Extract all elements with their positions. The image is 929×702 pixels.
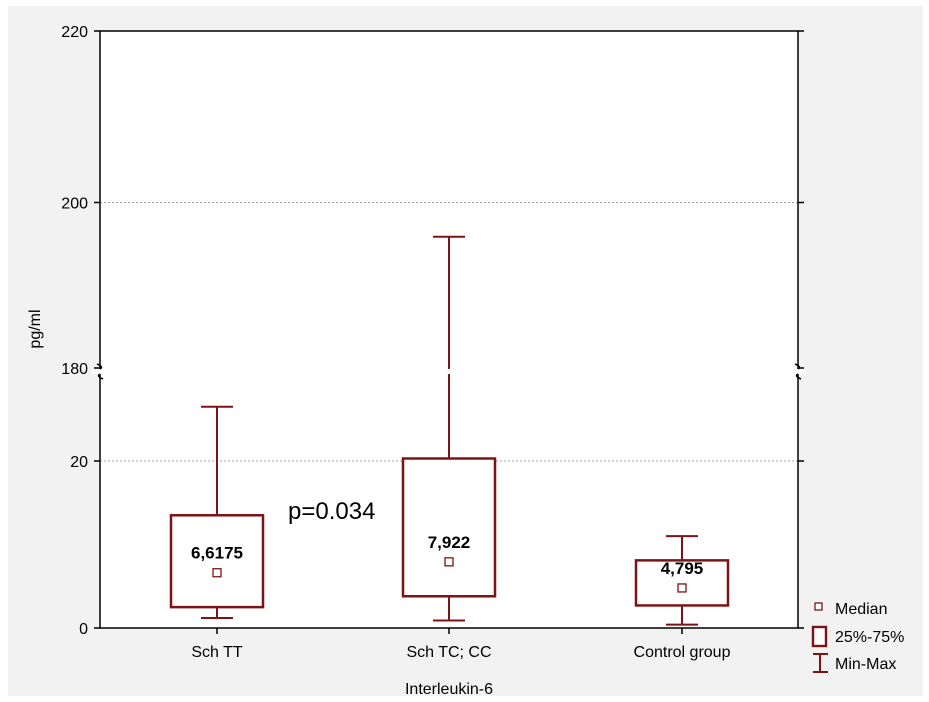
legend-box-marker [811,625,828,648]
x-tick-label: Control group [634,644,731,661]
y-tick-label: 20 [70,454,88,471]
y-axis-ticks: 0 20 180 200 220 [61,24,804,638]
x-axis-title: Interleukin-6 [405,681,493,698]
legend: Median 25%-75% Min-Max [811,601,904,673]
break-curve-upper [96,363,103,370]
x-tick-label: Sch TT [191,644,243,661]
y-tick-label: 220 [61,24,88,41]
break-curve-lower [795,373,802,380]
y-axis-title: pg/ml [27,309,44,348]
x-axis-ticks: Sch TT Sch TC; CC Control group [191,628,731,661]
legend-whisker-marker [813,653,828,673]
median-marker [212,568,222,578]
y-tick-label: 180 [61,361,88,378]
legend-median-label: Median [835,601,887,618]
break-curve-upper [794,363,801,370]
median-marker [444,557,454,567]
y-tick-label: 200 [61,196,88,213]
x-tick-label: Sch TC; CC [406,644,491,661]
iqr-box [169,514,265,609]
median-marker [677,583,687,593]
iqr-box [401,457,497,598]
iqr-box [634,559,730,607]
break-gap [92,369,806,374]
y-tick-label: 0 [79,621,88,638]
p-value-annotation: p=0.034 [288,498,375,525]
boxes: 6,6175 7,922 4,795 [169,235,730,626]
break-curve-lower [97,373,104,380]
median-label: 6,6175 [191,544,243,563]
median-label: 7,922 [428,533,471,552]
legend-box-label: 25%-75% [835,629,904,646]
legend-median-marker [814,602,823,611]
axis-break-marks [92,363,806,380]
median-label: 4,795 [661,559,704,578]
legend-minmax-label: Min-Max [835,656,896,673]
